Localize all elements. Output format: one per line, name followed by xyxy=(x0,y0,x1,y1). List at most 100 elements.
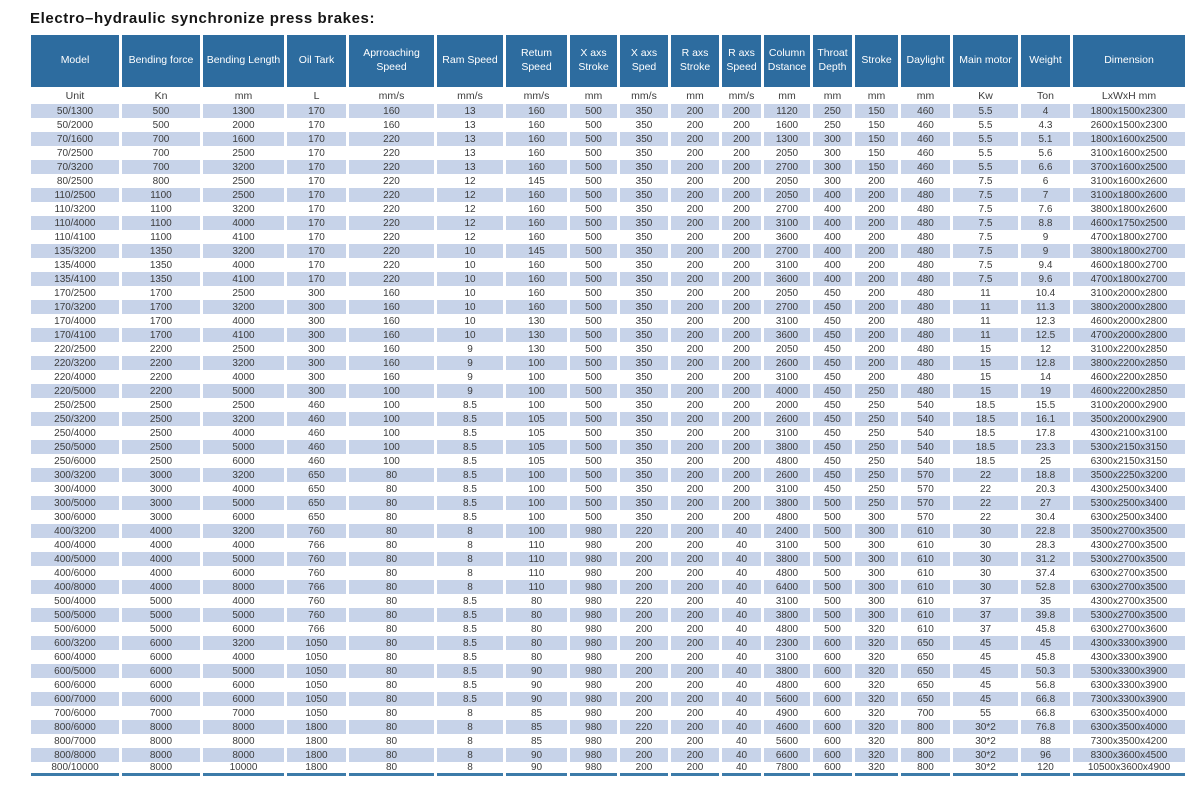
cell: 3800x2000x2800 xyxy=(1073,300,1185,314)
cell: 170 xyxy=(287,272,346,286)
cell: 980 xyxy=(585,735,602,747)
model-cell: 800/6000 xyxy=(31,720,119,734)
cell: 8.5 xyxy=(437,608,503,622)
cell: 220 xyxy=(383,231,400,243)
cell: 11 xyxy=(953,328,1018,342)
cell: 40 xyxy=(735,539,748,551)
cell: 13 xyxy=(437,160,503,174)
table-row: 800/10000 8000 10000 1800 80 8 90 980 200 200 40 78… xyxy=(31,762,1185,776)
cell: 200 xyxy=(635,735,653,747)
cell: 350 xyxy=(635,315,653,327)
cell: 500 xyxy=(585,511,602,523)
cell: 1100 xyxy=(150,231,172,243)
column-header: R axs Speed xyxy=(722,35,761,87)
cell: 6000 xyxy=(122,664,200,678)
cell: 610 xyxy=(901,552,950,566)
cell: 6300x3500x4000 xyxy=(1073,720,1185,734)
cell: 8.5 xyxy=(463,595,477,607)
cell: 4800 xyxy=(775,567,799,579)
cell: 980 xyxy=(570,748,617,762)
unit-cell: LxWxH mm xyxy=(1073,87,1185,104)
cell: 18.5 xyxy=(975,427,996,439)
cell: 80 xyxy=(349,468,434,482)
cell: 300 xyxy=(287,356,346,370)
cell: 105 xyxy=(528,455,545,467)
cell: 200 xyxy=(855,356,898,370)
cell: 4000 xyxy=(122,580,200,594)
cell: 40 xyxy=(735,707,748,719)
cell: 350 xyxy=(635,203,653,215)
cell: 6300x2700x3500 xyxy=(1073,580,1185,594)
cell: 1050 xyxy=(305,651,328,663)
column-header: Retum Speed xyxy=(506,35,567,87)
cell: 5000 xyxy=(122,608,200,622)
cell: 8 xyxy=(467,735,473,747)
cell: 220 xyxy=(349,272,434,286)
model-cell: 600/3200 xyxy=(31,636,119,650)
cell: 8.5 xyxy=(463,399,477,411)
cell: 9.4 xyxy=(1038,259,1053,271)
cell: 320 xyxy=(855,692,898,706)
cell: 7.5 xyxy=(978,259,993,271)
cell: 200 xyxy=(671,636,719,650)
cell: 170 xyxy=(287,216,346,230)
cell: 6300x2500x3400 xyxy=(1090,511,1168,523)
cell: 300 xyxy=(855,524,898,538)
cell: 2300 xyxy=(764,636,810,650)
table-row: 400/6000 4000 6000 760 80 8 110 980 200 200 40 4800… xyxy=(31,566,1185,580)
cell: 500 xyxy=(585,371,602,383)
cell: 3200 xyxy=(203,524,284,538)
cell: 4300x2500x3400 xyxy=(1090,483,1168,495)
cell: 450 xyxy=(824,399,841,411)
cell: 80 xyxy=(349,496,434,510)
cell: 45 xyxy=(1021,636,1070,650)
model-cell: 50/1300 xyxy=(31,104,119,118)
cell: 2200 xyxy=(122,384,200,398)
cell: 40 xyxy=(722,524,761,538)
cell: 7.5 xyxy=(953,244,1018,258)
cell: 8.5 xyxy=(463,679,477,691)
cell: 45 xyxy=(953,636,1018,650)
cell: 2600 xyxy=(764,412,810,426)
cell: 4100 xyxy=(203,272,284,286)
cell: 5.5 xyxy=(978,147,993,159)
cell: 450 xyxy=(813,440,852,454)
cell: 300 xyxy=(868,567,885,579)
cell: 80 xyxy=(349,608,434,622)
cell: 130 xyxy=(528,343,545,355)
cell: 1700 xyxy=(122,300,200,314)
cell: 200 xyxy=(671,412,719,426)
cell: 4100 xyxy=(232,231,255,243)
cell: 12 xyxy=(464,175,476,187)
cell: 200 xyxy=(868,231,885,243)
cell: 760 xyxy=(287,608,346,622)
cell: 170 xyxy=(287,244,346,258)
cell: 6000 xyxy=(232,455,255,467)
unit-cell: mm xyxy=(671,87,719,104)
cell: 500 xyxy=(570,160,617,174)
cell: 8.5 xyxy=(463,455,477,467)
cell: 40 xyxy=(722,608,761,622)
cell: 3000 xyxy=(149,511,173,523)
cell: 200 xyxy=(722,356,761,370)
cell: 100 xyxy=(383,399,400,411)
cell: 650 xyxy=(917,679,934,691)
cell: 450 xyxy=(813,412,852,426)
cell: 320 xyxy=(855,720,898,734)
cell: 400 xyxy=(813,244,852,258)
cell: 350 xyxy=(620,216,668,230)
cell: 300 xyxy=(855,552,898,566)
cell: 160 xyxy=(383,315,400,327)
cell: 1350 xyxy=(122,244,200,258)
cell: 200 xyxy=(671,160,719,174)
cell: 650 xyxy=(901,692,950,706)
cell: 90 xyxy=(506,692,567,706)
cell: 110 xyxy=(506,580,567,594)
cell: 200 xyxy=(868,287,885,299)
cell: 8000 xyxy=(122,762,200,776)
cell: 200 xyxy=(733,231,750,243)
cell: 90 xyxy=(506,748,567,762)
cell: 23.3 xyxy=(1021,440,1070,454)
cell: 5000 xyxy=(203,664,284,678)
cell: 4000 xyxy=(232,259,255,271)
